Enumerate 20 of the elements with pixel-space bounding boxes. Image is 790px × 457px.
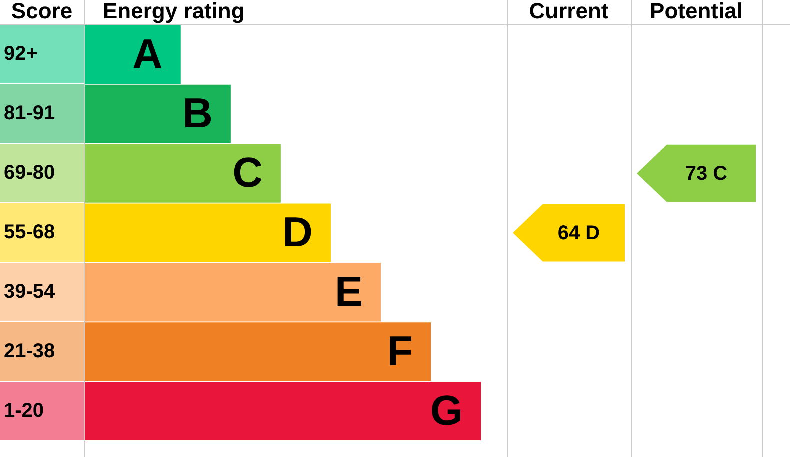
y-axis-title: Score bbox=[11, 0, 73, 24]
text: Current bbox=[529, 0, 610, 24]
annotation: A bbox=[132, 30, 163, 78]
annotation: C bbox=[232, 149, 263, 196]
text: Potential bbox=[650, 0, 743, 24]
text: 73 C bbox=[685, 163, 728, 186]
text: 64 D bbox=[558, 222, 600, 245]
annotation: G bbox=[430, 386, 464, 434]
y-tick-label: 21-38 bbox=[4, 340, 56, 362]
annotation: B bbox=[182, 90, 213, 137]
y-tick-label: 81-91 bbox=[4, 102, 56, 125]
x-axis-title: Energy rating bbox=[103, 0, 245, 24]
y-tick-label: 92+ bbox=[4, 43, 38, 66]
annotation: E bbox=[334, 268, 364, 316]
annotation: F bbox=[387, 327, 414, 374]
y-tick-label: 1-20 bbox=[4, 400, 44, 422]
annotation: D bbox=[282, 208, 313, 256]
y-tick-label: 69-80 bbox=[4, 162, 56, 184]
y-tick-label: 39-54 bbox=[4, 280, 56, 303]
y-tick-label: 55-68 bbox=[4, 222, 56, 244]
